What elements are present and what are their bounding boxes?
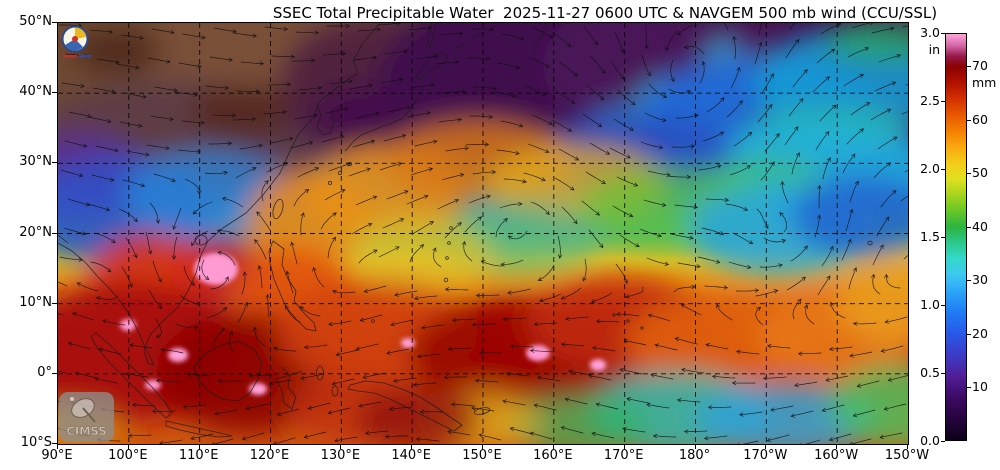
- lon-tick-mark: [694, 444, 696, 449]
- colorbar-mm-tick-label: 50: [972, 165, 988, 181]
- lon-tick-label: 140°E: [391, 448, 431, 463]
- lon-tick-mark: [482, 444, 483, 449]
- colorbar-in-tick-label: 1.5: [920, 229, 940, 244]
- lon-tick-mark: [269, 444, 271, 449]
- colorbar-in-unit-label: in: [928, 42, 940, 57]
- lon-tick-mark: [552, 444, 554, 449]
- lon-tick-mark: [907, 444, 908, 449]
- lon-tick-label: 150°W: [884, 448, 930, 463]
- lat-tick-mark: [52, 162, 57, 164]
- lon-tick-mark: [127, 444, 129, 449]
- cimss-watermark-logo: CIMSS: [58, 390, 118, 444]
- colorbar-in-tick-label: 3.0: [920, 25, 940, 40]
- lon-tick-mark: [836, 444, 838, 449]
- lon-tick-label: 130°E: [320, 448, 361, 463]
- colorbar-tick-mark: [967, 387, 971, 389]
- lat-tick-label: 20°N: [19, 224, 52, 240]
- colorbar-tick-mark: [967, 173, 971, 175]
- colorbar-tick-mark: [967, 119, 971, 121]
- colorbar-tick-mark: [941, 237, 945, 238]
- lon-tick-mark: [765, 444, 767, 449]
- lat-tick-mark: [52, 22, 57, 23]
- lon-tick-mark: [198, 444, 200, 449]
- lon-tick-label: 160°W: [814, 448, 859, 463]
- lat-tick-mark: [52, 372, 57, 374]
- colorbar-in-tick-label: 2.5: [920, 93, 940, 108]
- lon-tick-label: 150°E: [462, 448, 502, 463]
- colorbar-mm-tick-label: 20: [972, 325, 988, 341]
- lat-tick-mark: [52, 443, 57, 444]
- colorbar-gradient: [945, 33, 967, 441]
- colorbar-tick-mark: [941, 33, 945, 34]
- lat-tick-label: 10°N: [19, 294, 52, 310]
- colorbar-mm-tick-label: 60: [972, 111, 988, 127]
- lat-tick-label: 10°S: [20, 435, 52, 450]
- lat-tick-label: 40°N: [19, 84, 52, 100]
- colorbar-mm-tick-label: 40: [972, 218, 988, 234]
- lon-tick-label: 160°E: [533, 448, 573, 463]
- lon-tick-mark: [623, 444, 625, 449]
- colorbar-tick-mark: [941, 441, 945, 442]
- colorbar-tick-mark: [941, 305, 945, 306]
- colorbar-tick-mark: [941, 373, 945, 374]
- colorbar-in-tick-label: 2.0: [920, 161, 940, 176]
- colorbar-in-tick-label: 0.0: [920, 433, 940, 448]
- lat-tick-mark: [52, 302, 57, 304]
- colorbar-mm-tick-label: 30: [972, 272, 988, 288]
- lon-tick-mark: [57, 444, 58, 449]
- colorbar-tick-mark: [941, 101, 945, 102]
- colorbar-in-tick-label: 0.5: [920, 365, 940, 380]
- colorbar-tick-mark: [967, 280, 971, 282]
- lon-tick-label: 100°E: [108, 448, 148, 463]
- colorbar-in-tick-label: 1.0: [920, 297, 940, 312]
- colorbar-tick-mark: [941, 169, 945, 170]
- lon-tick-label: 90°E: [41, 448, 73, 463]
- colorbar-mm-tick-label: 10: [972, 379, 988, 395]
- ssec-logo: [60, 24, 100, 66]
- figure-title: SSEC Total Precipitable Water 2025-11-27…: [272, 4, 938, 22]
- lon-tick-label: 110°E: [178, 448, 219, 463]
- lat-tick-mark: [52, 92, 57, 94]
- lat-tick-label: 0°: [37, 364, 52, 380]
- colorbar-tick-mark: [967, 226, 971, 228]
- lon-tick-label: 170°E: [603, 448, 644, 463]
- lon-tick-label: 180°: [678, 448, 711, 463]
- colorbar-tick-mark: [967, 66, 971, 68]
- colorbar-tick-mark: [967, 333, 971, 335]
- colorbar-mm-unit-label: mm: [972, 75, 997, 91]
- colorbar-mm-tick-label: 70: [972, 58, 988, 74]
- map-plot: [0, 0, 972, 457]
- lon-tick-mark: [340, 444, 342, 449]
- cimss-watermark-text: CIMSS: [66, 424, 106, 438]
- map-canvas: [0, 0, 972, 457]
- lat-tick-label: 50°N: [19, 14, 52, 29]
- lon-tick-mark: [411, 444, 413, 449]
- lat-tick-mark: [52, 232, 57, 234]
- lon-tick-label: 120°E: [249, 448, 290, 463]
- lon-tick-label: 170°W: [743, 448, 788, 463]
- lat-tick-label: 30°N: [19, 154, 52, 170]
